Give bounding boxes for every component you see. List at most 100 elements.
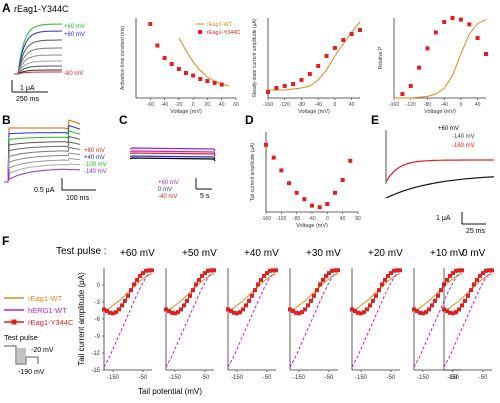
data-point <box>433 298 437 303</box>
data-point <box>417 65 422 70</box>
data-point <box>487 268 491 273</box>
trace-a-scale-y: 1 μA <box>20 85 35 92</box>
data-point <box>135 277 139 282</box>
data-point <box>173 311 177 316</box>
data-point <box>264 142 268 147</box>
data-point <box>389 271 393 276</box>
data-point <box>340 178 345 182</box>
x-tick-label: -150 <box>417 375 430 381</box>
data-point <box>114 310 118 315</box>
y-tick-label: -3 <box>95 300 101 306</box>
protocol-block <box>17 348 26 364</box>
data-point <box>383 277 387 282</box>
data-point <box>371 298 375 303</box>
data-point <box>427 307 431 312</box>
panel-label-f: F <box>2 234 9 248</box>
x-tick-label: -60 <box>147 102 154 108</box>
data-point <box>460 268 464 273</box>
data-point <box>442 307 446 312</box>
data-point <box>294 190 299 195</box>
trace-b-sweep <box>4 152 81 183</box>
x-tick-label: -120 <box>280 102 290 108</box>
data-point <box>448 310 452 315</box>
x-tick-label: 20 <box>205 102 211 108</box>
series-line <box>394 19 487 99</box>
data-point <box>212 268 216 273</box>
data-point <box>299 78 304 82</box>
data-point <box>197 277 201 282</box>
data-point <box>241 307 245 312</box>
data-point <box>325 202 330 206</box>
data-point <box>256 282 260 287</box>
data-point <box>302 197 307 202</box>
legend-marker-rEag1-y344c <box>11 319 17 325</box>
x-axis-label: Voltage (mV) <box>424 109 456 115</box>
figure-title: rEag1-Y344C <box>14 4 69 14</box>
f-title: Test pulse : <box>56 246 107 257</box>
data-point <box>232 310 236 315</box>
data-point <box>200 273 204 278</box>
data-point <box>105 309 109 314</box>
trace-a-label-2: +60 mV <box>64 32 85 38</box>
data-point <box>155 43 160 48</box>
trace-a-sweep <box>14 39 62 75</box>
data-point <box>247 298 251 303</box>
x-tick-label: 0 <box>326 216 329 222</box>
test-pulse-label: +30 mV <box>306 248 341 259</box>
data-point <box>425 46 430 51</box>
chart-tail-current-d: -160 -120 -80 -40 0 40 80 Voltage (mV) Tail curr… <box>250 132 361 229</box>
chart-tail-current-f: +60 mV-150 -500-3-6-9-12-15+50 mV-150 -50+… <box>77 248 494 396</box>
data-point <box>287 181 291 186</box>
data-point <box>126 293 130 298</box>
data-point <box>436 293 440 298</box>
data-point <box>226 307 230 312</box>
trace-e-label-1: +60 mV <box>438 126 459 132</box>
x-tick-label: 0 <box>192 102 195 108</box>
x-tick-label: 40 <box>349 102 355 108</box>
x-tick-label: -50 <box>479 375 488 381</box>
data-point <box>469 288 473 293</box>
legend-label: rEag1-WT <box>207 22 233 28</box>
data-point <box>380 282 384 287</box>
data-point <box>445 309 449 314</box>
test-pulse-label: +20 mV <box>368 248 403 259</box>
data-point <box>271 155 276 160</box>
data-point <box>266 90 270 94</box>
series-line <box>413 269 463 368</box>
data-point <box>341 38 346 42</box>
x-axis-label: Voltage (mV) <box>298 109 330 115</box>
trace-c-scale-x: 5 s <box>200 193 210 200</box>
test-pulse-label: +60 mV <box>120 248 155 259</box>
test-pulse-label: 0 mV <box>462 248 486 259</box>
data-point <box>303 307 307 312</box>
x-tick-label: -80 <box>293 216 300 222</box>
data-point <box>365 307 369 312</box>
trace-b-scale-y: 0.5 μA <box>34 187 55 194</box>
series-line <box>165 273 215 311</box>
legend-label-hERG1-wt: hERG1-WT <box>28 306 67 315</box>
data-point <box>169 62 174 66</box>
trace-c-sweep <box>129 157 216 162</box>
trace-b-label-2: +40 mV <box>84 155 105 161</box>
trace-b-sweep <box>4 124 81 183</box>
series-line <box>268 21 361 91</box>
data-point <box>450 16 455 20</box>
y-tick-label: -9 <box>95 334 101 340</box>
data-point <box>306 303 310 308</box>
data-point <box>460 303 464 308</box>
data-point <box>315 288 319 293</box>
trace-panel-e: +60 mV -140 mV -160 mV 1 μA 25 ms <box>385 126 495 235</box>
chart-activation-time-constant: -60 -40 -20 0 20 40 60 Voltage (mV) Activation t… <box>120 18 240 115</box>
trace-b-sweep <box>4 157 81 183</box>
data-point <box>219 82 224 87</box>
data-point <box>150 268 154 273</box>
data-point <box>362 310 366 315</box>
data-point <box>300 310 304 315</box>
data-point <box>179 307 183 312</box>
series-line <box>289 273 339 311</box>
x-tick-label: 0 <box>334 102 337 108</box>
x-tick-label: -160 <box>263 102 273 108</box>
y-tick-label: 0 <box>97 283 101 289</box>
x-tick-label: -40 <box>161 102 168 108</box>
